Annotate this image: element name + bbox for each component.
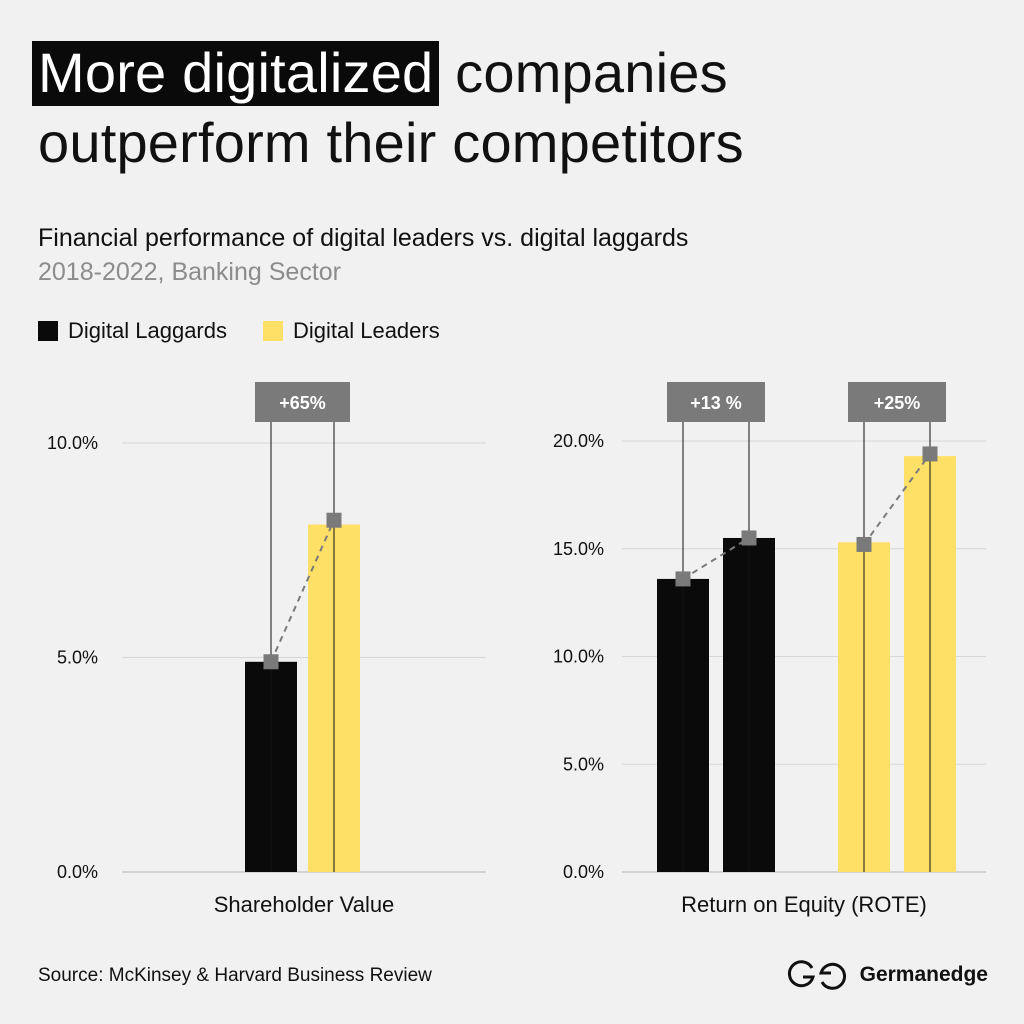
- data-marker: [741, 530, 757, 546]
- title-rest: companies: [439, 41, 728, 104]
- y-tick-label: 0.0%: [563, 862, 604, 882]
- annotation-label: +65%: [279, 393, 326, 413]
- y-tick-label: 20.0%: [553, 431, 604, 451]
- annotation-badge: [255, 382, 350, 422]
- source-note: Source: McKinsey & Harvard Business Revi…: [38, 965, 432, 986]
- legend: Digital Laggards Digital Leaders: [38, 318, 476, 344]
- y-tick-label: 15.0%: [553, 539, 604, 559]
- legend-label-laggards: Digital Laggards: [68, 318, 227, 343]
- title-highlight: More digitalized: [32, 41, 440, 106]
- data-marker: [675, 571, 691, 587]
- germanedge-logo-icon: [787, 960, 846, 990]
- legend-swatch-laggards: [38, 321, 58, 341]
- category-label: Return on Equity (ROTE): [681, 892, 927, 917]
- y-tick-label: 5.0%: [563, 754, 604, 774]
- annotation-badge: [848, 382, 946, 422]
- legend-label-leaders: Digital Leaders: [292, 318, 440, 343]
- data-marker: [326, 512, 342, 528]
- y-tick-label: 10.0%: [553, 647, 604, 667]
- data-marker: [263, 654, 279, 670]
- legend-swatch-leaders: [262, 321, 283, 341]
- marker-connector: [270, 519, 335, 663]
- data-marker: [922, 446, 938, 462]
- title-line2: outperform their competitors: [38, 111, 744, 174]
- legend-item-laggards: Digital Laggards: [38, 318, 227, 344]
- chart-title: More digitalized companies outperform the…: [32, 38, 998, 178]
- y-tick-label: 5.0%: [57, 648, 98, 668]
- marker-connector: [863, 453, 931, 546]
- annotation-badge: [667, 382, 765, 422]
- chart-period: 2018-2022, Banking Sector: [38, 258, 341, 286]
- brand-name: Germanedge: [859, 963, 988, 986]
- chart-subtitle: Financial performance of digital leaders…: [38, 224, 689, 252]
- brand: Germanedge: [786, 960, 988, 990]
- y-tick-label: 0.0%: [57, 862, 98, 882]
- data-marker: [856, 536, 872, 552]
- legend-item-leaders: Digital Leaders: [262, 318, 440, 344]
- marker-connector: [682, 537, 750, 580]
- category-label: Shareholder Value: [214, 892, 395, 917]
- annotation-label: +25%: [874, 393, 921, 413]
- annotation-label: +13 %: [690, 393, 742, 413]
- y-tick-label: 10.0%: [47, 433, 98, 453]
